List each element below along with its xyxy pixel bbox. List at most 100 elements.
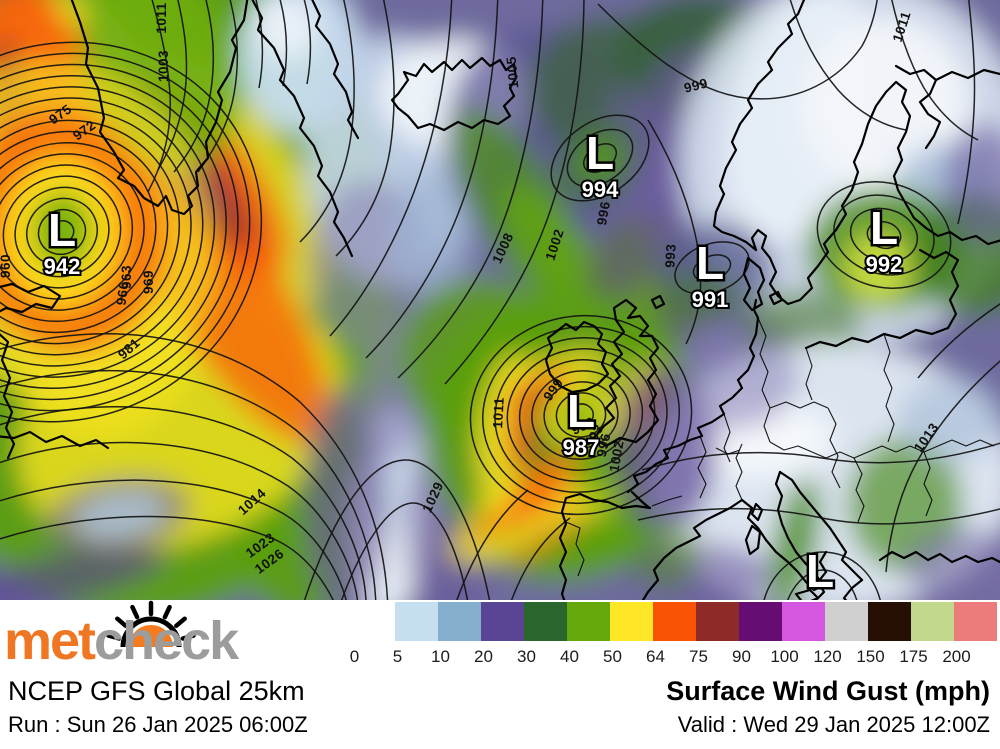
isobar-ring: [849, 207, 919, 263]
gust-field-blob: [560, 396, 602, 432]
legend-value-label: 0: [349, 647, 360, 666]
isobar-ring: [674, 241, 750, 295]
isobar-label: 1011: [490, 397, 507, 429]
legend-swatch: [739, 602, 782, 641]
legend-swatch: [782, 602, 825, 641]
isobar-label: 963: [119, 265, 134, 289]
map-parameter-title: Surface Wind Gust (mph): [666, 676, 990, 706]
isobar-label: 993: [662, 243, 678, 268]
low-pressure-value: 991: [692, 287, 729, 312]
isobar-ring: [550, 114, 650, 202]
legend-value-label: 64: [646, 647, 665, 666]
low-pressure-symbol: L: [870, 202, 898, 254]
legend-value-label: 150: [856, 647, 885, 666]
isobar-ring: [0, 164, 134, 300]
isobar-label: 1003: [156, 50, 171, 82]
low-pressure-value: 994: [582, 177, 619, 202]
isobar-ring: [555, 392, 607, 438]
legend-swatch: [911, 602, 954, 641]
legend-value-label: 50: [603, 647, 622, 666]
isobar-label: 996: [594, 200, 613, 226]
isobar-ring: [26, 197, 98, 267]
country-borders: [565, 317, 995, 577]
legend-value-label: 5: [392, 647, 403, 666]
isobar-label: 996: [594, 432, 614, 459]
legend-value-label: 40: [560, 647, 579, 666]
isobar-ring: [566, 128, 634, 188]
wind-gust-map: 975 972 981 960 963 966 969 1011 1003 1005 1008 100…: [0, 0, 1000, 600]
coastlines: [0, 0, 1000, 600]
isobar-ring: [0, 63, 239, 401]
legend-value-label: 100: [770, 647, 799, 666]
legend-value-label: 90: [732, 647, 751, 666]
isobar-label: 999: [682, 75, 709, 95]
low-pressure-symbol: L: [586, 127, 614, 179]
low-pressure-value: 987: [563, 435, 600, 460]
isobar-ring: [0, 130, 169, 334]
legend-value-label: 120: [813, 647, 842, 666]
low-pressure-rings: [0, 41, 952, 516]
isobar-ring: [481, 325, 681, 505]
isobar-ring: [0, 86, 216, 378]
isobar-label: 1011: [154, 2, 169, 33]
isobar-contours: [0, 0, 1000, 600]
isobar-ring: [2, 175, 122, 289]
low-pressure-symbol: L: [696, 237, 724, 289]
isobar-ring: [0, 97, 204, 367]
legend-swatch: [524, 602, 567, 641]
isobar-label: 1002: [606, 439, 626, 473]
logo-text-check: check: [94, 611, 239, 671]
gust-field-blob: [903, 529, 1000, 600]
isobar-ring: [531, 370, 631, 460]
legend-value-label: 200: [942, 647, 971, 666]
legend-swatch: [868, 602, 911, 641]
metcheck-sun-icon: [106, 600, 196, 647]
legend-swatch: [825, 602, 868, 641]
isobar-ring: [0, 141, 157, 323]
isobar-ring: [0, 108, 192, 356]
isobar-ring: [49, 220, 75, 244]
run-time-label: Run : Sun 26 Jan 2025 06:00Z: [8, 712, 308, 737]
isobar-ring: [0, 41, 263, 423]
gust-field-blob: [520, 419, 536, 461]
low-pressure-symbol: L: [567, 385, 595, 437]
legend-swatch: [696, 602, 739, 641]
gust-field-blob: [390, 173, 474, 297]
logo-text-met: met: [4, 611, 96, 671]
gust-field-blob: [673, 326, 797, 430]
isobar-ring: [37, 208, 87, 256]
gust-field-blob: [898, 378, 1000, 462]
isobar-ring: [506, 347, 656, 483]
metcheck-logo: metcheck: [4, 600, 264, 678]
legend-value-label: 10: [431, 647, 450, 666]
isobar-ring: [469, 314, 693, 516]
isobar-ring: [833, 194, 935, 276]
model-name-label: NCEP GFS Global 25km: [8, 676, 305, 706]
legend-value-label: 30: [517, 647, 536, 666]
isobar-label: 966: [113, 280, 131, 306]
isobar-ring: [582, 142, 618, 174]
isobar-ring: [518, 359, 644, 471]
legend-swatch: [438, 602, 481, 641]
isobar-ring: [494, 336, 668, 494]
isobar-ring: [0, 119, 181, 345]
low-pressure-value: 992: [866, 252, 903, 277]
gust-field-blob: [74, 490, 166, 540]
gust-field-blob: [629, 519, 701, 591]
legend-swatch: [481, 602, 524, 641]
isobar-ring: [14, 186, 110, 278]
gust-field-blob: [943, 123, 1000, 247]
legend-swatch: [954, 602, 997, 641]
gust-field-blob: [0, 546, 168, 600]
isobar-label: 960: [0, 254, 13, 278]
legend-swatch: [395, 602, 438, 641]
legend-value-label: 75: [689, 647, 708, 666]
gust-color-field: [0, 0, 1000, 600]
legend-swatch: [653, 602, 696, 641]
isobar-label: 969: [141, 270, 156, 294]
low-pressure-value: 942: [44, 254, 81, 279]
valid-time-label: Valid : Wed 29 Jan 2025 12:00Z: [677, 712, 990, 737]
legend-swatch: [567, 602, 610, 641]
